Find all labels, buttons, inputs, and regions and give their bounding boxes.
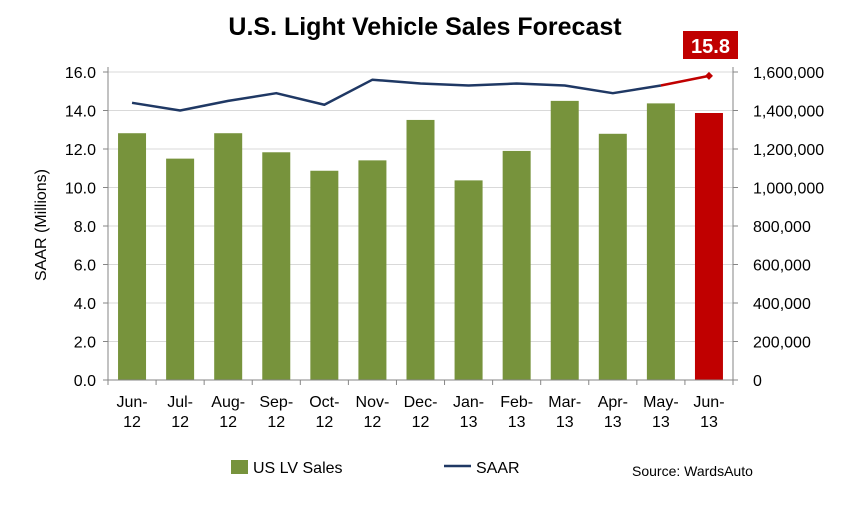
- bar: [598, 133, 627, 380]
- x-tick-label: Jun-: [116, 394, 147, 411]
- x-tick-label: 13: [508, 414, 526, 431]
- saar-forecast-segment: [660, 74, 710, 87]
- left-tick-label: 8.0: [74, 219, 96, 236]
- x-tick-label: 12: [123, 414, 141, 431]
- left-tick-label: 16.0: [65, 65, 96, 82]
- x-tick-label: 12: [267, 414, 285, 431]
- x-tick-label: Jan-: [453, 394, 484, 411]
- line-series: [131, 71, 713, 112]
- x-tick-label: May-: [643, 394, 679, 411]
- right-tick-label: 1,000,000: [753, 181, 824, 198]
- left-tick-label: 0.0: [74, 373, 96, 390]
- x-tick-label: Sep-: [259, 394, 293, 411]
- left-tick-label: 6.0: [74, 258, 96, 275]
- right-axis-ticks: 0 200,000 400,000 600,000 800,000 1,000,000 1,…: [753, 65, 824, 390]
- x-tick-label: Aug-: [211, 394, 245, 411]
- bar: [166, 158, 195, 380]
- forecast-bar: [694, 113, 723, 380]
- right-tick-label: 400,000: [753, 296, 811, 313]
- x-tick-label: 13: [700, 414, 718, 431]
- left-tick-label: 2.0: [74, 335, 96, 352]
- left-tick-label: 14.0: [65, 104, 96, 121]
- right-tick-label: 1,200,000: [753, 142, 824, 159]
- left-tick-label: 10.0: [65, 181, 96, 198]
- x-tick-label: Jun-: [693, 394, 724, 411]
- x-tick-label: Apr-: [598, 394, 628, 411]
- bar: [646, 103, 675, 380]
- forecast-callout-label: 15.8: [691, 36, 730, 58]
- legend-label-sales: US LV Sales: [253, 460, 343, 477]
- left-tick-label: 4.0: [74, 296, 96, 313]
- bar: [358, 160, 387, 380]
- right-tick-label: 0: [753, 373, 762, 390]
- bar: [502, 150, 531, 380]
- forecast-callout: 15.8: [683, 31, 738, 59]
- x-tick-label: 13: [604, 414, 622, 431]
- source-note: Source: WardsAuto: [632, 463, 753, 479]
- x-axis-ticks: Jun- 12 Jul- 12 Aug- 12 Sep- 12 Oct- 12 Nov- 12 Dec-…: [116, 394, 724, 431]
- x-tick-label: Oct-: [309, 394, 339, 411]
- right-tick-label: 1,400,000: [753, 104, 824, 121]
- x-tick-label: 13: [556, 414, 574, 431]
- legend: US LV Sales SAAR: [231, 460, 520, 477]
- saar-line: [131, 78, 662, 112]
- right-tick-label: 600,000: [753, 258, 811, 275]
- left-tick-label: 12.0: [65, 142, 96, 159]
- right-tick-label: 800,000: [753, 219, 811, 236]
- x-tick-label: 12: [412, 414, 430, 431]
- legend-swatch-sales: [231, 460, 248, 474]
- x-tick-label: 12: [315, 414, 333, 431]
- x-tick-label: Nov-: [356, 394, 390, 411]
- saar-forecast-marker: [704, 71, 713, 80]
- chart-title: U.S. Light Vehicle Sales Forecast: [228, 13, 622, 41]
- bar: [454, 180, 483, 380]
- x-tick-label: Dec-: [404, 394, 438, 411]
- x-tick-label: Jul-: [167, 394, 193, 411]
- x-tick-label: 12: [364, 414, 382, 431]
- x-tick-label: 12: [219, 414, 237, 431]
- legend-label-saar: SAAR: [476, 460, 520, 477]
- bar: [310, 170, 339, 380]
- x-tick-label: 13: [652, 414, 670, 431]
- y-axis-title: SAAR (Millions): [33, 169, 50, 281]
- x-tick-label: Feb-: [500, 394, 533, 411]
- left-axis-ticks: 0.0 2.0 4.0 6.0 8.0 10.0 12.0 14.0 16.0: [65, 65, 96, 390]
- x-tick-label: 12: [171, 414, 189, 431]
- x-tick-label: 13: [460, 414, 478, 431]
- forecast-callout-box: [683, 31, 738, 59]
- right-tick-label: 1,600,000: [753, 65, 824, 82]
- bar: [406, 119, 435, 381]
- right-tick-label: 200,000: [753, 335, 811, 352]
- bar-series: [118, 100, 723, 381]
- x-tick-label: Mar-: [548, 394, 581, 411]
- axes: [103, 67, 738, 385]
- bar: [118, 133, 147, 380]
- bar: [214, 133, 243, 380]
- bar: [262, 152, 291, 380]
- bar: [550, 100, 579, 380]
